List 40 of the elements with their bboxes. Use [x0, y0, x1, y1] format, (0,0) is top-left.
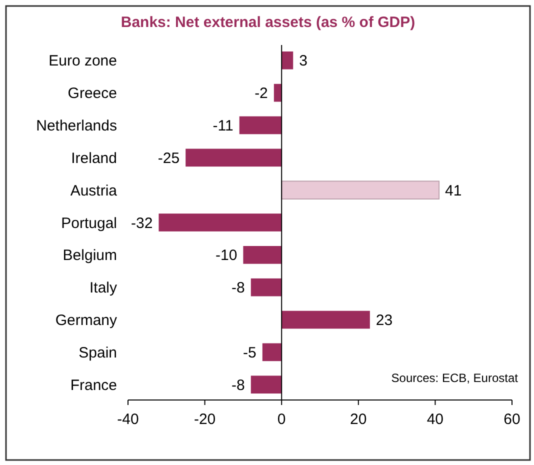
y-tick-label: Euro zone	[48, 52, 117, 70]
y-tick-label: France	[70, 376, 117, 394]
x-tick-label: -40	[117, 411, 139, 428]
data-label: 3	[299, 52, 308, 70]
data-label: -10	[216, 247, 238, 264]
annotation: Sources: ECB, Eurostat	[391, 371, 519, 385]
y-tick-label: Austria	[70, 182, 118, 200]
data-label: -11	[212, 117, 234, 134]
bar	[282, 310, 370, 329]
y-tick-label: Belgium	[62, 247, 117, 264]
bar	[158, 214, 282, 232]
x-tick-label: -20	[194, 411, 216, 428]
bar	[186, 148, 282, 167]
data-label: -8	[232, 280, 245, 297]
bar	[250, 376, 282, 394]
y-tick-label: Spain	[78, 344, 117, 362]
chart-title: Banks: Net external assets (as % of GDP)	[120, 14, 416, 31]
bar	[281, 180, 440, 200]
y-tick-label: Portugal	[61, 214, 117, 232]
y-tick-label: Netherlands	[36, 117, 117, 134]
y-tick-label: Greece	[68, 85, 117, 102]
data-label: -5	[243, 344, 256, 362]
y-tick-label: Ireland	[71, 150, 117, 167]
y-tick-label: Germany	[55, 312, 118, 330]
x-tick-label: 20	[350, 411, 367, 428]
bar	[250, 278, 282, 296]
bar	[239, 116, 282, 134]
data-label: -2	[254, 85, 268, 102]
x-tick-label: 0	[277, 411, 286, 428]
data-label: 41	[445, 182, 462, 200]
data-label: -8	[232, 376, 245, 394]
x-tick-label: 40	[426, 411, 444, 428]
bar	[243, 246, 282, 264]
x-tick-label: 60	[504, 411, 520, 428]
data-label: -25	[158, 150, 180, 167]
bar	[262, 343, 282, 362]
y-tick-label: Italy	[89, 280, 118, 297]
data-label: -32	[131, 214, 153, 232]
bar	[282, 51, 294, 70]
data-label: 23	[376, 312, 393, 330]
